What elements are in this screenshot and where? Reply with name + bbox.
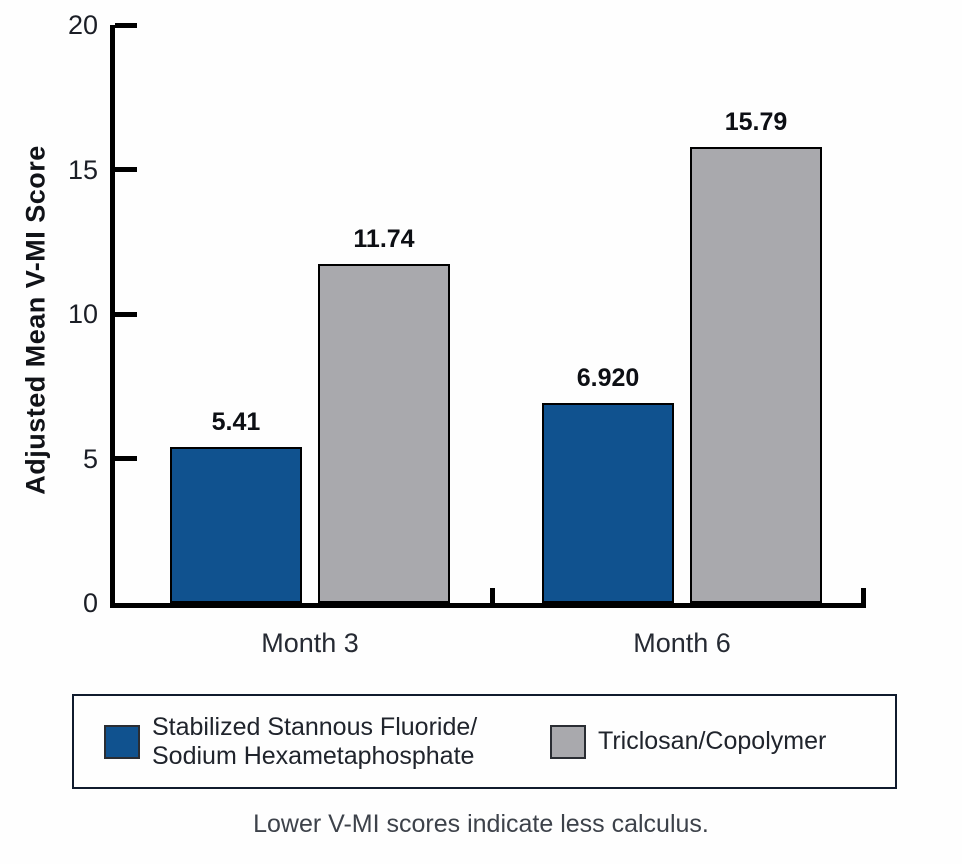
bar-blue [542,403,674,603]
legend-item-stannous-fluoride: Stabilized Stannous Fluoride/ Sodium Hex… [104,696,477,787]
axis-end-tick [861,588,866,603]
y-axis-tick [115,456,137,461]
y-axis-tick [115,22,137,28]
legend-item-triclosan: Triclosan/Copolymer [550,696,826,787]
plot-area: 5.41 11.74 6.920 15.79 [110,22,866,608]
legend-label-line: Stabilized Stannous Fluoride/ [152,712,478,741]
legend-label-line: Sodium Hexametaphosphate [152,741,475,770]
bar-value-label: 11.74 [353,224,415,253]
bar-value-label: 15.79 [724,107,788,136]
bar-gray [690,146,822,603]
legend-swatch-blue-icon [104,724,140,759]
y-axis-tick-label: 0 [82,588,98,618]
y-axis-tick [115,311,137,317]
axis-divider-tick [490,588,495,603]
footnote: Lower V-MI scores indicate less calculus… [253,810,709,838]
y-axis-tick-label: 10 [67,299,98,329]
x-category-label: Month 3 [261,628,359,658]
y-axis-tick [115,167,137,172]
y-axis-tick-label: 15 [67,154,98,185]
legend-label: Stabilized Stannous Fluoride/ Sodium Hex… [152,713,477,771]
legend-swatch-gray-icon [550,724,586,759]
bar-value-label: 5.41 [211,407,261,436]
x-category-label: Month 6 [633,628,731,658]
bar-blue [170,446,302,603]
legend: Stabilized Stannous Fluoride/ Sodium Hex… [72,694,897,789]
y-axis-tick-label: 20 [67,10,98,40]
legend-label: Triclosan/Copolymer [598,727,827,755]
bar-gray [318,263,450,603]
y-axis-tick-label: 5 [82,443,98,474]
bar-value-label: 6.920 [576,364,640,393]
